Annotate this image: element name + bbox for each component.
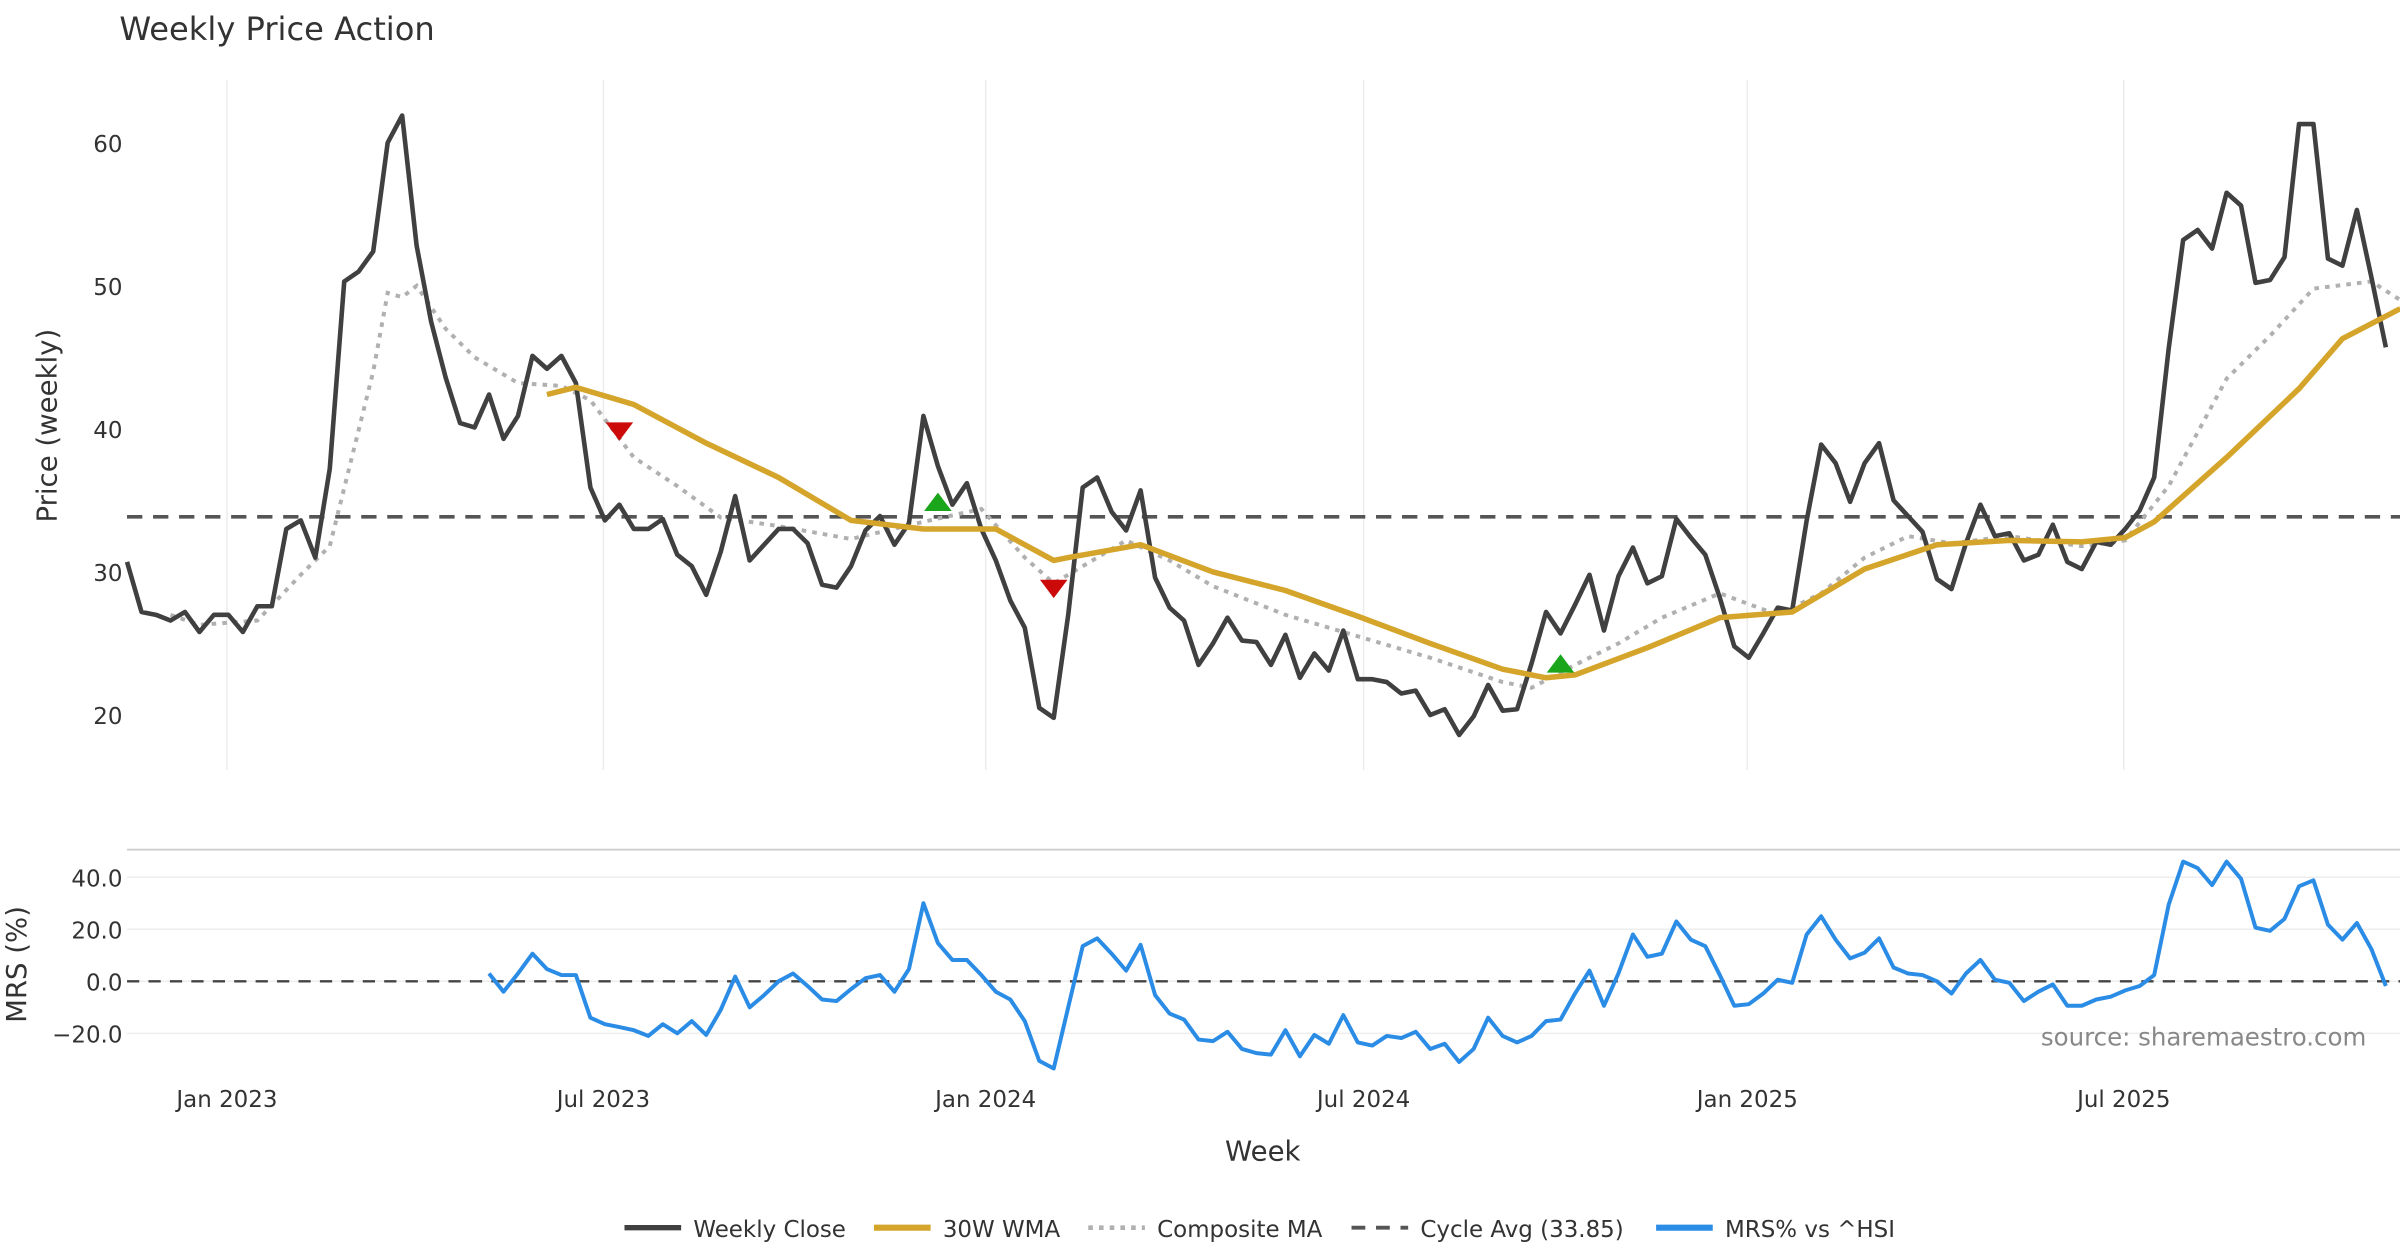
x-tick-label: Jul 2023 [555, 1087, 650, 1113]
sell-signal-marker [1039, 579, 1068, 599]
price-y-axis-label: Price (weekly) [32, 329, 64, 523]
chart-title: Weekly Price Action [119, 10, 434, 48]
legend: Weekly Close 30W WMA Composite MA Cycle Avg… [624, 1217, 1895, 1243]
legend-item: MRS% vs ^HSI [1656, 1217, 1895, 1243]
mrs-series [127, 859, 2400, 1071]
mrs-y-tick-label: 20.0 [71, 918, 122, 944]
legend-item: Weekly Close [624, 1217, 846, 1243]
legend-item: Cycle Avg (33.85) [1351, 1217, 1624, 1243]
mrs-y-ticks: 40.0 20.0 0.0 −20.0 [52, 866, 122, 1048]
price-y-tick-label: 60 [93, 132, 122, 158]
x-ticks: Jan 2023 Jul 2023 Jan 2024 Jul 2024 Jan 2025… [174, 1087, 2170, 1113]
legend-label: MRS% vs ^HSI [1725, 1217, 1895, 1243]
buy-signal-marker [924, 492, 952, 511]
legend-item: 30W WMA [873, 1217, 1061, 1243]
wma-30w-line [546, 306, 2400, 681]
composite-ma-line [169, 279, 2400, 690]
sell-signal-marker [605, 422, 634, 441]
source-annotation: source: sharemaestro.com [2041, 1023, 2366, 1052]
mrs-y-tick-label: −20.0 [52, 1023, 122, 1049]
legend-label: 30W WMA [943, 1217, 1061, 1243]
legend-item: Composite MA [1088, 1217, 1323, 1243]
weekly-close-line [124, 113, 2389, 738]
price-y-tick-label: 20 [93, 704, 122, 730]
legend-label: Composite MA [1157, 1217, 1322, 1243]
x-tick-label: Jan 2023 [174, 1087, 277, 1113]
mrs-line [487, 859, 2388, 1071]
mrs-y-tick-label: 0.0 [86, 970, 122, 996]
buy-signal-marker [1546, 654, 1575, 673]
price-y-tick-label: 40 [93, 418, 122, 444]
legend-label: Cycle Avg (33.85) [1420, 1217, 1623, 1243]
price-series [124, 113, 2400, 738]
mrs-y-tick-label: 40.0 [71, 866, 122, 892]
price-y-tick-label: 30 [93, 561, 122, 587]
price-grid [226, 79, 2125, 771]
x-tick-label: Jan 2025 [1695, 1087, 1798, 1113]
x-tick-label: Jul 2024 [1315, 1087, 1410, 1113]
x-tick-label: Jul 2025 [2075, 1087, 2170, 1113]
price-y-tick-label: 50 [93, 275, 122, 301]
mrs-grid [127, 876, 2400, 1035]
x-axis-label: Week [1225, 1135, 1301, 1167]
mrs-y-axis-label: MRS (%) [1, 906, 33, 1023]
price-y-ticks: 20 30 40 50 60 [93, 132, 122, 730]
x-tick-label: Jan 2024 [933, 1087, 1036, 1113]
legend-label: Weekly Close [693, 1217, 846, 1243]
